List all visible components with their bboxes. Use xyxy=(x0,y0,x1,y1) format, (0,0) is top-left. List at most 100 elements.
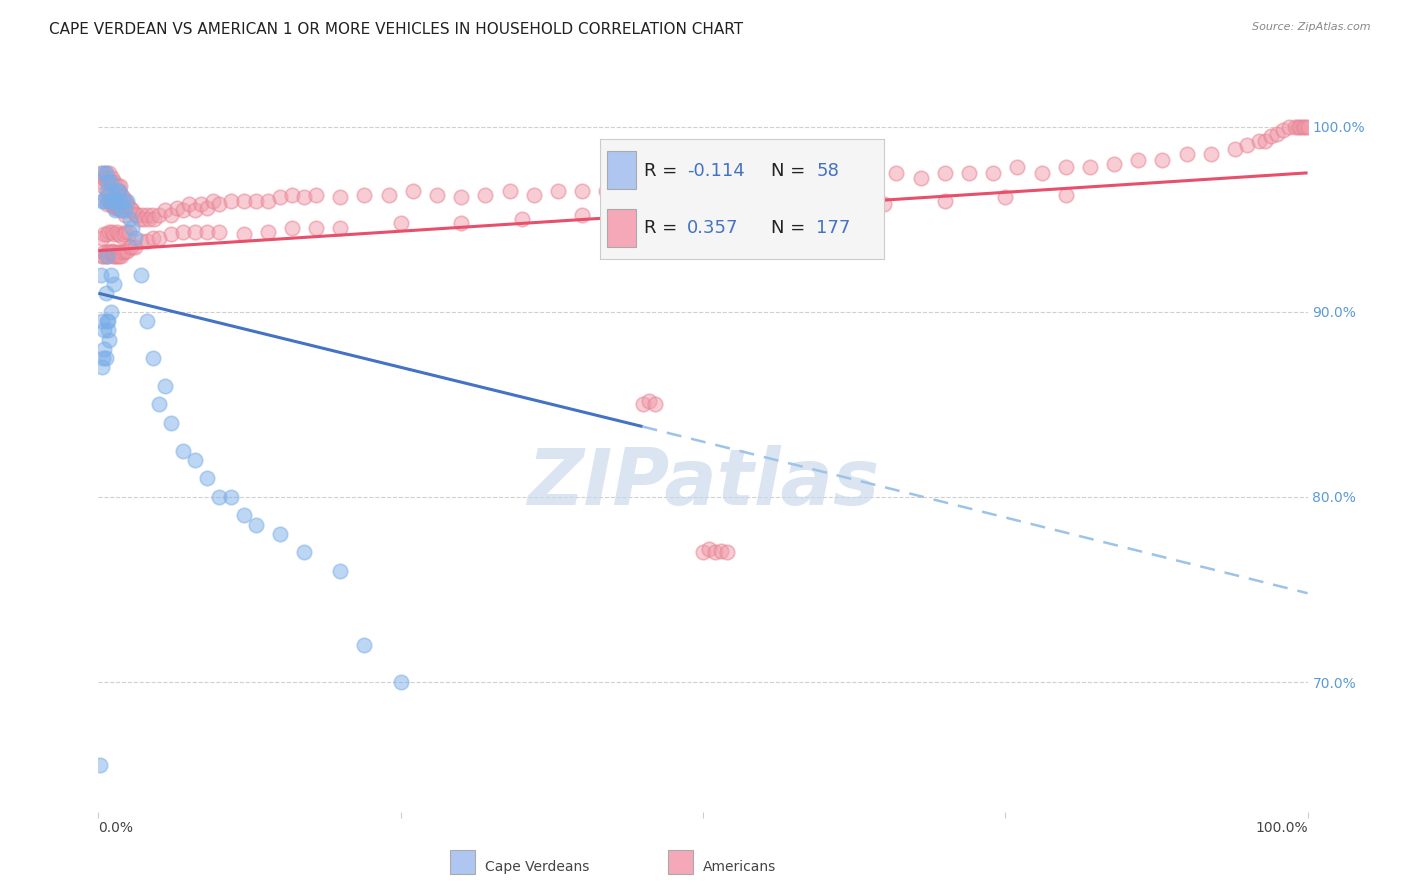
Point xyxy=(118,201,141,215)
Point xyxy=(153,379,176,393)
Point xyxy=(1267,127,1289,141)
Point xyxy=(105,194,128,208)
Point xyxy=(97,194,120,208)
Point xyxy=(90,268,112,282)
Point xyxy=(111,202,134,217)
Point xyxy=(1007,161,1029,175)
Point xyxy=(114,202,136,217)
Point xyxy=(134,212,156,227)
Point xyxy=(100,185,122,199)
Point xyxy=(108,178,131,193)
Point xyxy=(138,212,160,227)
Point xyxy=(474,188,496,202)
Point xyxy=(232,227,254,241)
Point xyxy=(111,194,134,208)
Point xyxy=(96,227,118,241)
Point xyxy=(523,188,546,202)
Point xyxy=(104,178,127,193)
Point xyxy=(94,190,117,204)
Point xyxy=(100,268,122,282)
Point xyxy=(1128,153,1150,167)
Point xyxy=(96,314,118,328)
Point xyxy=(1223,142,1246,156)
Point xyxy=(571,209,593,223)
Point xyxy=(98,166,121,180)
Point xyxy=(114,194,136,208)
Point xyxy=(631,209,654,223)
Point xyxy=(111,245,134,260)
Point xyxy=(141,209,163,223)
Point xyxy=(704,545,727,559)
Point xyxy=(118,240,141,254)
Point xyxy=(692,202,714,217)
Point xyxy=(637,393,659,408)
Point xyxy=(184,453,207,467)
Point xyxy=(1254,135,1277,149)
Point xyxy=(93,227,115,241)
Point xyxy=(710,543,733,558)
Point xyxy=(631,397,654,411)
Point xyxy=(1249,135,1271,149)
Point xyxy=(91,249,114,263)
Point xyxy=(692,178,714,193)
Point xyxy=(101,178,124,193)
Point xyxy=(124,240,146,254)
Point xyxy=(124,230,146,244)
Point xyxy=(91,175,114,189)
Point xyxy=(837,171,859,186)
Point xyxy=(353,188,375,202)
Point xyxy=(91,194,114,208)
Point xyxy=(716,175,738,189)
Point xyxy=(232,194,254,208)
Point xyxy=(98,245,121,260)
Point xyxy=(105,185,128,199)
Point xyxy=(108,194,131,208)
Point xyxy=(221,490,243,504)
Point xyxy=(104,201,127,215)
Point xyxy=(94,166,117,180)
Point xyxy=(148,209,170,223)
Point xyxy=(153,202,176,217)
Point xyxy=(124,206,146,220)
Point xyxy=(93,194,115,208)
Point xyxy=(353,638,375,652)
Point xyxy=(121,240,143,254)
Point xyxy=(377,188,399,202)
Point xyxy=(934,194,956,208)
Point xyxy=(91,314,114,328)
Point xyxy=(498,185,520,199)
Point xyxy=(208,225,231,239)
Point xyxy=(269,190,291,204)
Point xyxy=(94,351,117,365)
Point xyxy=(957,166,980,180)
Point xyxy=(740,175,762,189)
Point xyxy=(668,178,690,193)
Point xyxy=(96,175,118,189)
Point xyxy=(100,244,122,258)
Point xyxy=(195,471,218,485)
Point xyxy=(121,202,143,217)
Point xyxy=(1286,120,1309,134)
Point xyxy=(981,166,1004,180)
Point xyxy=(1294,120,1316,134)
Point xyxy=(232,508,254,523)
Text: CAPE VERDEAN VS AMERICAN 1 OR MORE VEHICLES IN HOUSEHOLD CORRELATION CHART: CAPE VERDEAN VS AMERICAN 1 OR MORE VEHIC… xyxy=(49,22,744,37)
Point xyxy=(179,197,201,211)
Point xyxy=(160,209,183,223)
Point xyxy=(103,197,125,211)
Point xyxy=(886,166,908,180)
Point xyxy=(619,185,641,199)
Point xyxy=(208,490,231,504)
Point xyxy=(184,225,207,239)
Point xyxy=(860,171,883,186)
Point xyxy=(89,758,111,772)
Point xyxy=(96,197,118,211)
Point xyxy=(305,188,328,202)
Point xyxy=(202,194,225,208)
Point xyxy=(135,314,157,328)
Point xyxy=(110,202,132,217)
Point xyxy=(93,245,115,260)
Point xyxy=(105,249,128,263)
Point xyxy=(256,194,278,208)
Point xyxy=(389,216,412,230)
